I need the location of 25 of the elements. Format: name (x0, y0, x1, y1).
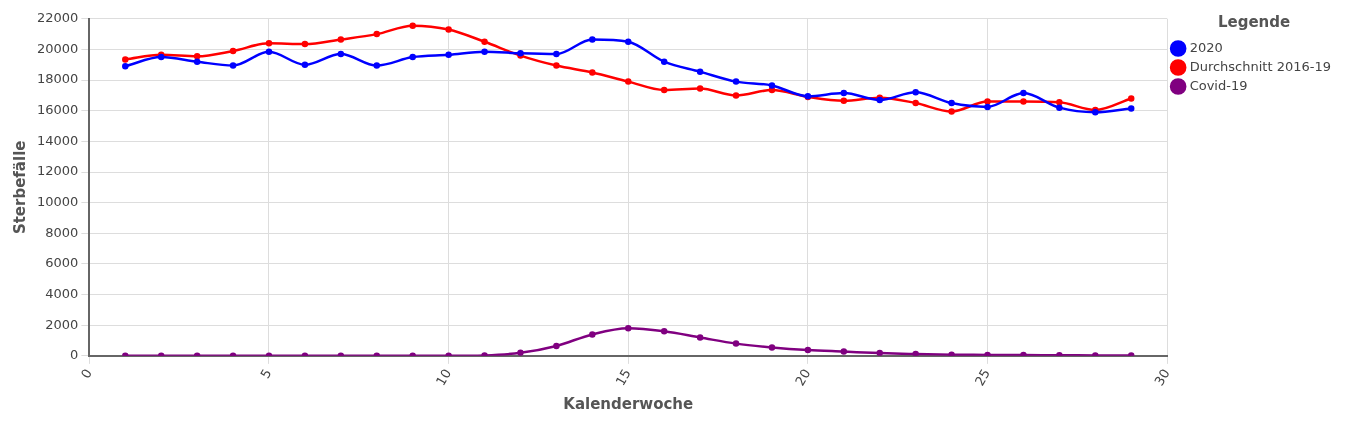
y-tick-label: 4000 (45, 285, 79, 301)
y-tick-label: 18000 (37, 71, 79, 87)
legend-label: Durchschnitt 2016-19 (1189, 58, 1332, 74)
x-axis-title: Kalenderwoche (563, 394, 694, 413)
y-tick-label: 20000 (37, 40, 79, 56)
x-tick-label: 10 (432, 366, 455, 389)
x-tick-label: 20 (792, 366, 814, 389)
x-tick-label: 25 (971, 366, 994, 389)
x-tick-label: 5 (257, 366, 275, 382)
legend-label: 2020 (1189, 39, 1223, 55)
y-tick-label: 10000 (37, 194, 79, 210)
y-tick-label: 16000 (37, 102, 79, 118)
y-tick-label: 6000 (45, 255, 79, 271)
y-tick-label: 8000 (45, 224, 79, 240)
y-axis-title: Sterbefälle (10, 140, 29, 235)
legend-label: Covid-19 (1189, 77, 1248, 93)
x-tick-label: 15 (612, 366, 634, 389)
y-tick-label: 12000 (37, 163, 79, 179)
y-tick-label: 22000 (37, 10, 79, 26)
y-tick-label: 0 (70, 347, 79, 363)
x-tick-label: 0 (77, 366, 95, 382)
y-tick-label: 14000 (37, 132, 79, 148)
x-tick-label: 30 (1151, 366, 1173, 389)
y-tick-label: 2000 (45, 316, 79, 332)
legend-title: Legende (1217, 13, 1291, 32)
